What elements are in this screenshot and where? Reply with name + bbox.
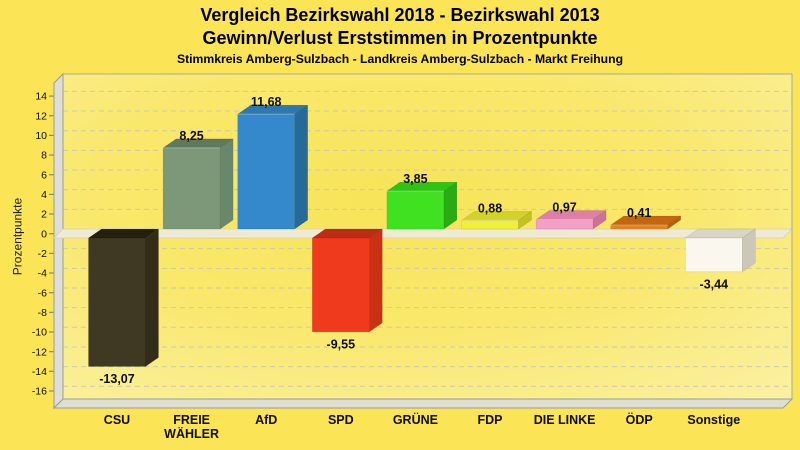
- category-label: WÄHLER: [164, 426, 219, 441]
- category-label: CSU: [104, 413, 130, 427]
- value-label: 8,25: [179, 129, 203, 143]
- category-label: SPD: [328, 413, 354, 427]
- category-label: AfD: [255, 413, 277, 427]
- value-label: 3,85: [403, 172, 427, 186]
- value-label: 0,41: [627, 206, 651, 220]
- value-label: 11,68: [251, 95, 282, 109]
- category-label: FREIE: [173, 413, 210, 427]
- chart-title-line1: Vergleich Bezirkswahl 2018 - Bezirkswahl…: [200, 5, 600, 25]
- bar-spd-side-face: [369, 228, 383, 333]
- category-label: Sonstige: [687, 413, 740, 427]
- bar-freie-w-hler-side-face: [219, 138, 234, 230]
- bar-sonstige-front-face: [685, 237, 743, 273]
- chart-subtitle: Stimmkreis Amberg-Sulzbach - Landkreis A…: [176, 52, 624, 66]
- y-tick-label: -8: [38, 307, 47, 319]
- bar-fdp-front-face: [461, 220, 519, 230]
- y-tick-label: -2: [38, 248, 47, 260]
- y-tick-label: 12: [35, 110, 47, 122]
- y-tick-label: -6: [38, 287, 47, 299]
- y-tick-label: 2: [41, 209, 47, 221]
- y-tick-label: -10: [32, 327, 47, 339]
- y-tick-label: 0: [41, 228, 47, 240]
- y-tick-label: 4: [41, 189, 47, 201]
- chart-header: Vergleich Bezirkswahl 2018 - Bezirkswahl…: [0, 4, 800, 67]
- bar-freie-w-hler-front-face: [162, 147, 221, 230]
- bar-gr-ne-front-face: [386, 190, 445, 230]
- y-tick-label: -14: [32, 366, 47, 378]
- value-label: 0,88: [478, 201, 502, 215]
- category-label: DIE LINKE: [534, 413, 596, 427]
- category-label: ÖDP: [626, 412, 653, 427]
- bar-csu-front-face: [88, 237, 146, 367]
- value-label: -3,44: [700, 277, 729, 291]
- y-tick-label: 6: [41, 169, 47, 181]
- value-label: -9,55: [327, 337, 356, 351]
- bar-spd-front-face: [312, 237, 370, 333]
- value-label: 0,97: [552, 200, 576, 214]
- bar--dp-front-face: [610, 224, 668, 230]
- frame-left-wall: [53, 72, 64, 410]
- y-tick-label: -16: [32, 386, 47, 398]
- y-tick-label: 8: [41, 150, 47, 162]
- zero-plane: [53, 228, 793, 239]
- y-tick-label: 10: [35, 130, 47, 142]
- chart-title-line2: Gewinn/Verlust Erststimmen in Prozentpun…: [202, 28, 598, 48]
- frame-floor: [52, 398, 794, 409]
- category-label: FDP: [478, 413, 503, 427]
- bar-csu-side-face: [145, 228, 159, 367]
- bar-die-linke-front-face: [535, 219, 594, 230]
- y-tick-label: -4: [38, 268, 47, 280]
- y-tick-label: -12: [32, 346, 47, 358]
- bar-afd-front-face: [237, 113, 295, 230]
- bar-afd-side-face: [294, 104, 308, 230]
- category-label: GRÜNE: [393, 412, 438, 427]
- value-label: -13,07: [99, 372, 134, 386]
- y-tick-label: 14: [35, 91, 47, 103]
